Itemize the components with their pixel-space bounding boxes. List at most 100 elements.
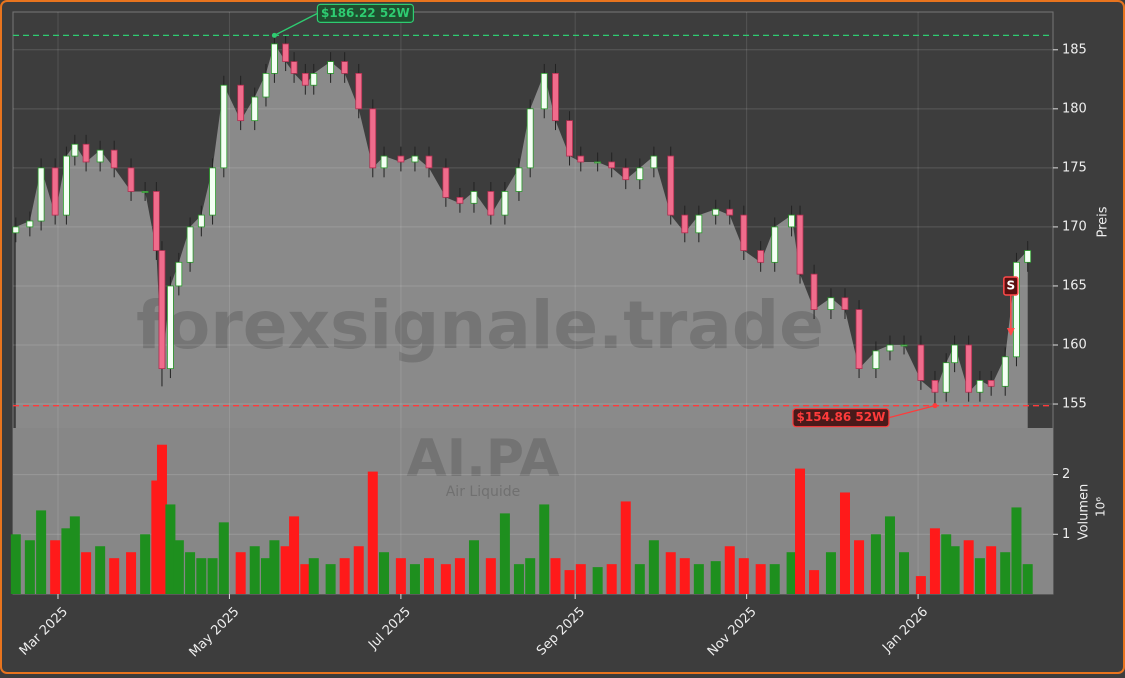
candle-body xyxy=(282,43,290,62)
candle-body xyxy=(712,208,720,216)
candle-body xyxy=(726,208,734,216)
candle-body xyxy=(341,61,349,74)
candle-body xyxy=(327,61,335,74)
y-tick-label: 160 xyxy=(1062,337,1087,352)
candle-body xyxy=(566,120,573,157)
volume-bar xyxy=(499,513,510,594)
volume-bar xyxy=(308,558,319,594)
y-tick-label: 175 xyxy=(1062,160,1087,175)
volume-bar xyxy=(454,558,465,594)
candle-body xyxy=(917,344,925,381)
candle-body xyxy=(965,344,973,393)
candle-body xyxy=(237,84,245,122)
candle-body xyxy=(369,108,377,169)
candle-body xyxy=(220,84,228,169)
candle-body xyxy=(397,155,405,163)
volume-bar xyxy=(513,564,524,594)
volume-bar xyxy=(539,504,550,594)
watermark: forexsignale.trade xyxy=(136,287,824,364)
candle-body xyxy=(681,214,689,234)
candle-body xyxy=(63,155,70,216)
candle-body xyxy=(82,143,90,163)
volume-bar xyxy=(575,564,586,594)
candle-body xyxy=(650,155,658,169)
volume-bar xyxy=(564,570,575,594)
volume-bar xyxy=(870,534,881,594)
volume-bar xyxy=(218,522,229,594)
volume-bar xyxy=(679,558,690,594)
level-label: $186.22 52W xyxy=(321,6,410,20)
volume-bar xyxy=(24,540,35,594)
candle-body xyxy=(209,167,216,216)
candle-body xyxy=(51,167,59,216)
level-arrow xyxy=(888,405,936,419)
volume-bar xyxy=(550,558,561,594)
candle-body xyxy=(71,143,79,157)
volume-bar xyxy=(235,552,246,594)
candle-body xyxy=(1001,356,1009,387)
volume-bar xyxy=(755,564,766,594)
candle-body xyxy=(987,380,995,387)
volume-bar xyxy=(260,558,271,594)
level-arrow xyxy=(274,12,318,36)
candle-body xyxy=(37,167,45,222)
candle-body xyxy=(636,167,644,181)
company-watermark: Air Liquide xyxy=(446,484,521,500)
level-arrow-head xyxy=(271,32,277,38)
candle-body xyxy=(355,73,363,110)
volume-bar xyxy=(300,564,311,594)
volume-bar xyxy=(963,540,974,594)
volume-bar xyxy=(648,540,659,594)
candle-body xyxy=(12,226,20,234)
volume-bar xyxy=(156,444,167,594)
volume-bar xyxy=(693,564,704,594)
y-tick-label: 170 xyxy=(1062,219,1087,234)
volume-bar xyxy=(185,552,196,594)
candle-body xyxy=(540,73,548,110)
volume-bar xyxy=(485,558,496,594)
volume-bar xyxy=(592,567,603,594)
candle-body xyxy=(167,285,174,370)
volume-bar xyxy=(724,546,735,594)
candle-body xyxy=(667,155,675,216)
candle-body xyxy=(827,297,835,310)
y-tick-label: 155 xyxy=(1062,397,1087,412)
candle-body xyxy=(487,191,495,216)
volume-bar xyxy=(395,558,406,594)
candle-body xyxy=(976,380,984,393)
candle-body xyxy=(301,73,309,86)
candle-body xyxy=(186,226,194,263)
candle-body xyxy=(96,149,104,163)
candle-body xyxy=(26,220,34,228)
volume-bar xyxy=(140,534,151,594)
volume-bar xyxy=(795,468,806,594)
candle-body xyxy=(796,214,804,275)
signal-label: S xyxy=(1007,278,1016,292)
volume-bar xyxy=(949,546,960,594)
y-tick-label: 165 xyxy=(1062,278,1087,293)
candle-body xyxy=(262,73,270,98)
volume-bar xyxy=(854,540,865,594)
volume-bar xyxy=(899,552,910,594)
candle-body xyxy=(501,191,509,216)
volume-bar xyxy=(974,558,985,594)
volume-bar xyxy=(325,564,336,594)
price-area xyxy=(15,43,1028,428)
level-label: $154.86 52W xyxy=(797,410,886,424)
volume-bar xyxy=(379,552,390,594)
volume-bar xyxy=(769,564,780,594)
ticker-watermark: AI.PA xyxy=(407,429,560,489)
candle-body xyxy=(757,250,765,263)
volume-bar xyxy=(196,558,207,594)
candle-body xyxy=(127,167,135,192)
volume-bar xyxy=(81,552,92,594)
volume-bar xyxy=(207,558,218,594)
candle-body xyxy=(175,261,183,287)
candle-body xyxy=(251,96,259,122)
y-tick-label: 180 xyxy=(1062,101,1087,116)
candle-body xyxy=(886,344,894,352)
candle-body xyxy=(310,73,318,86)
volume-bar xyxy=(249,546,260,594)
volume-bar xyxy=(165,504,176,594)
